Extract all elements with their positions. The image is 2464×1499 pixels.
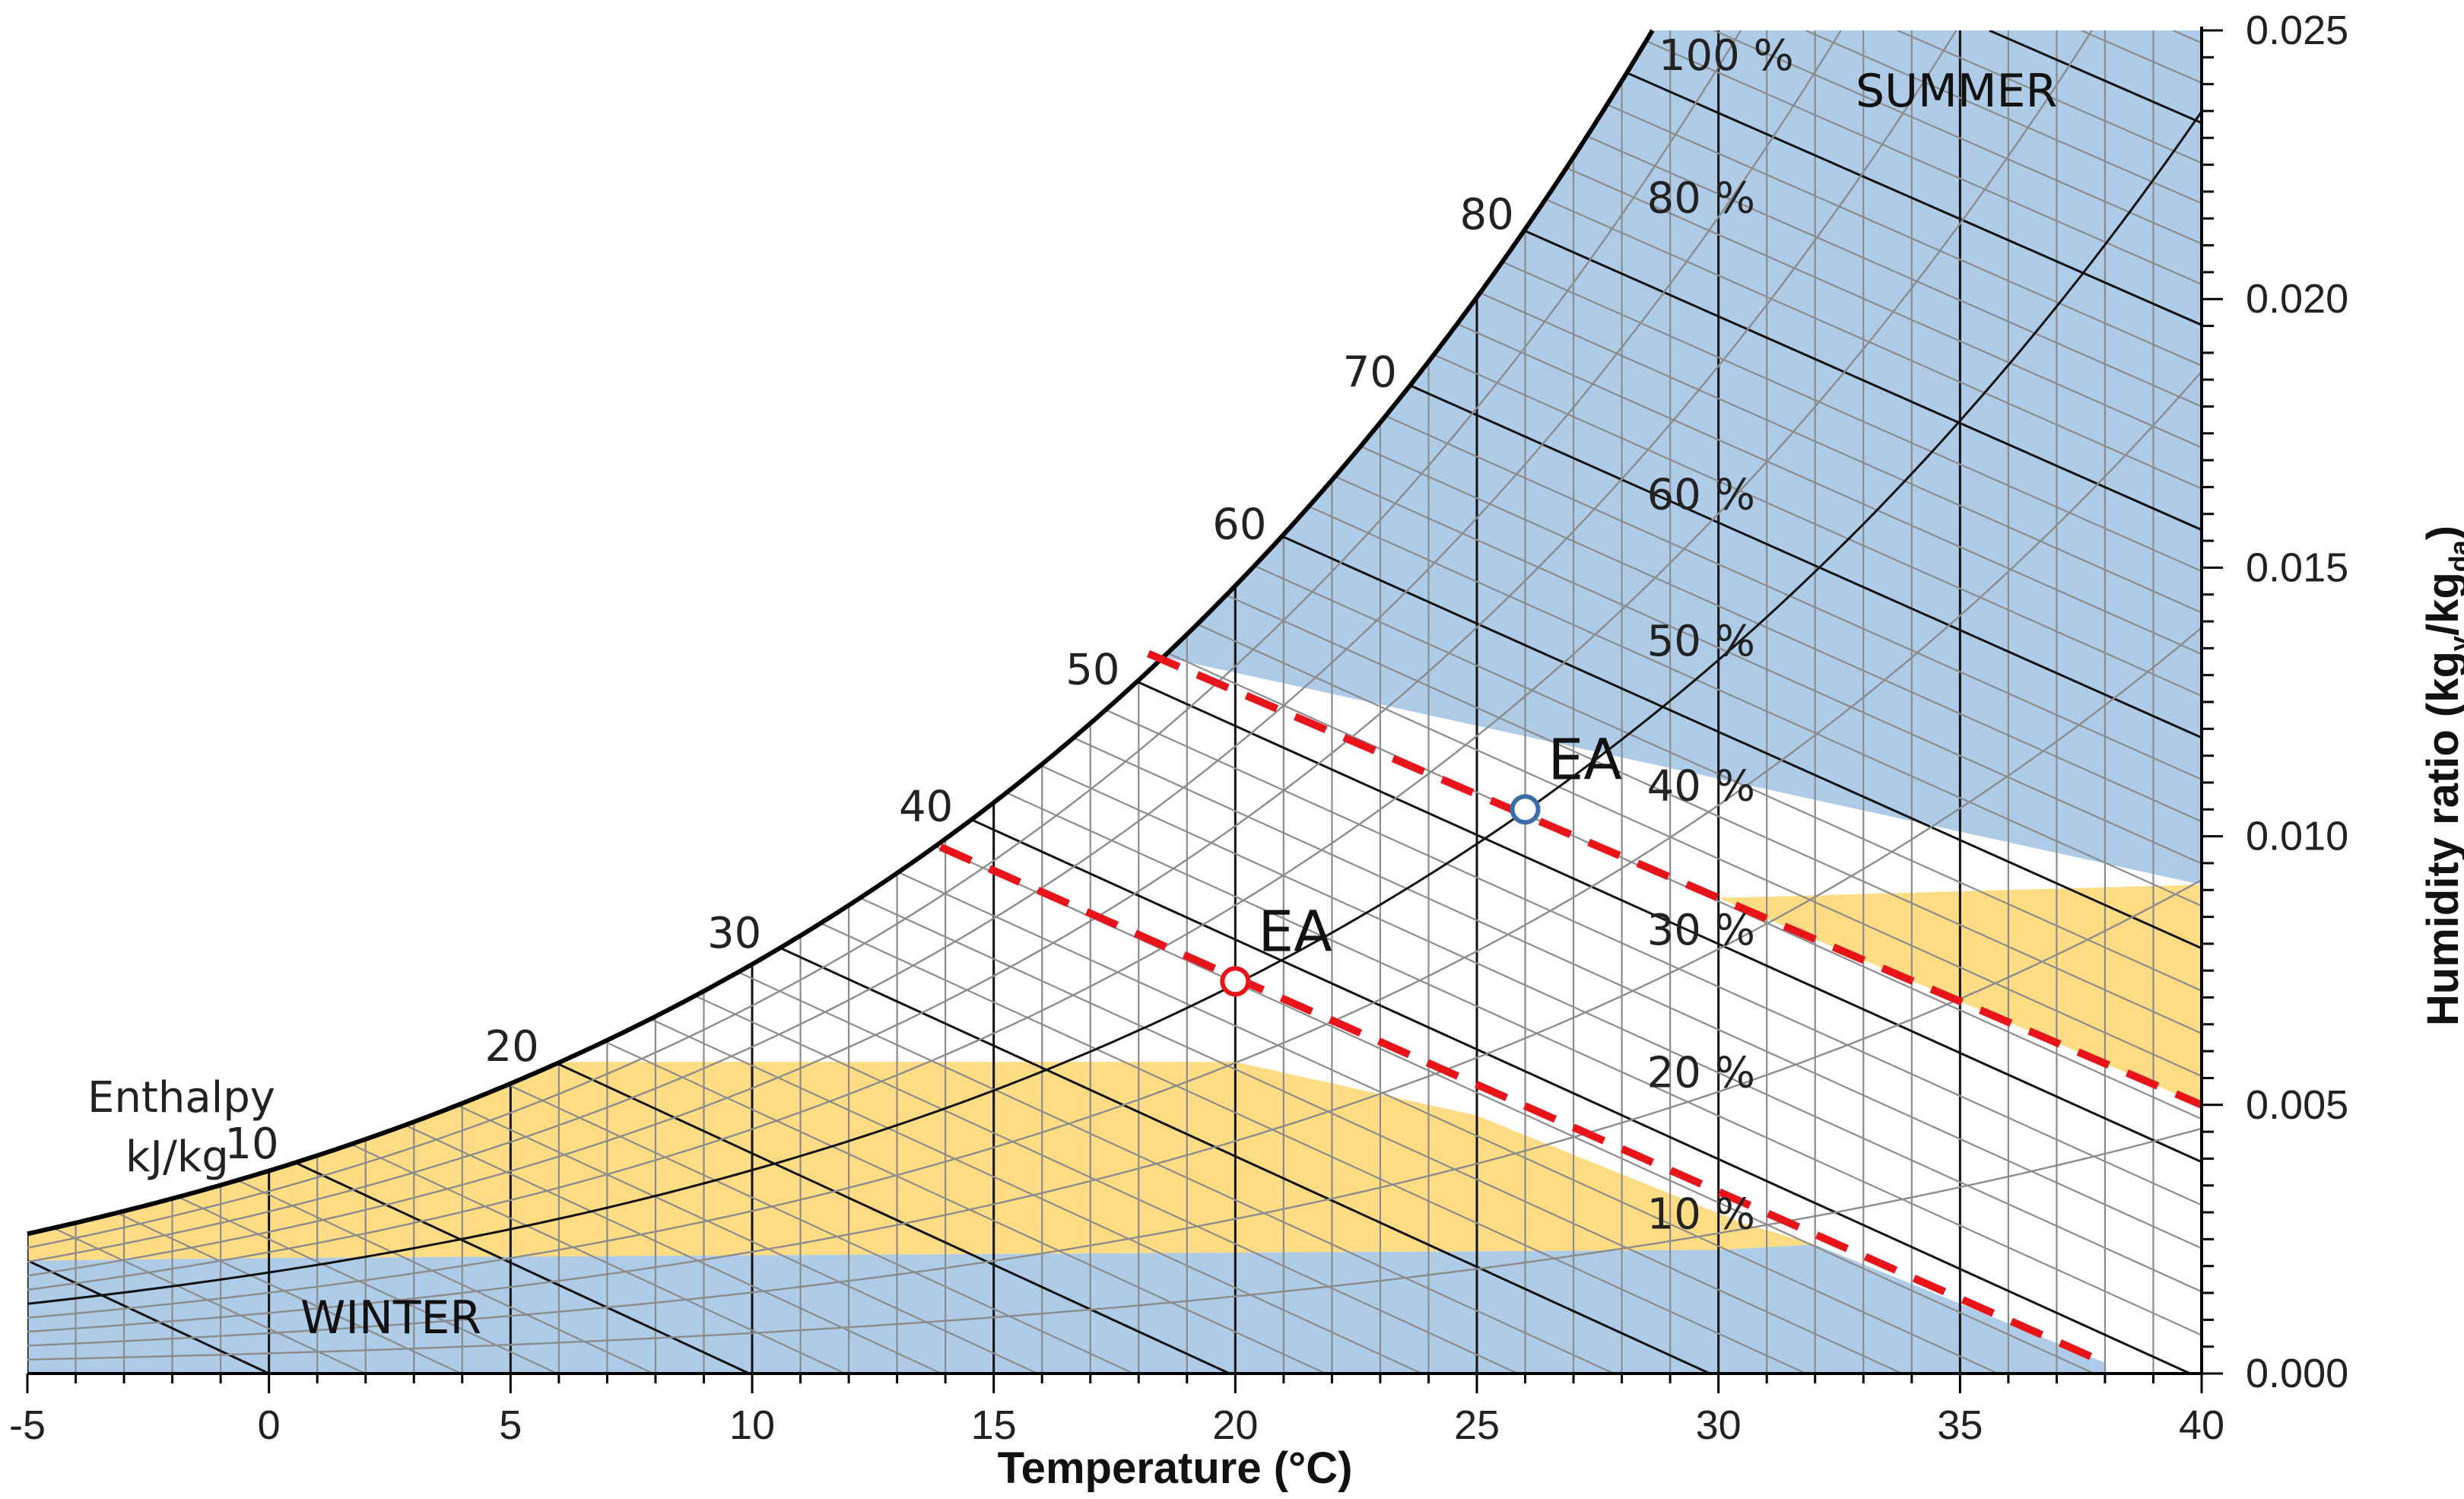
rh-label: 80 % (1647, 173, 1755, 223)
enthalpy-label: 20 (485, 1022, 539, 1072)
rh-curve (27, 1127, 2202, 1361)
rh-curve (27, 110, 2202, 1305)
enthalpy-line (27, 30, 1422, 1374)
rh-curve (27, 627, 2202, 1333)
enthalpy-unit: kJ/kg (125, 1132, 229, 1182)
y-tick-label: 0.025 (2246, 8, 2348, 53)
summer-region (1148, 30, 2202, 885)
state-point-label: EA (1258, 899, 1332, 964)
y-axis-title-end: ) (2418, 526, 2464, 540)
rh-curve (27, 30, 2202, 1277)
y-axis-title-mid: /kg (2418, 572, 2464, 636)
enthalpy-title: Enthalpy (87, 1073, 275, 1123)
state-point-marker (1510, 794, 1541, 825)
rh-label: 100 % (1659, 31, 1794, 81)
enthalpy-line (27, 30, 1230, 1374)
rh-curve (27, 30, 2202, 1249)
y-axis-title-sub-da: da (2443, 539, 2464, 572)
rh-label: 60 % (1647, 470, 1755, 519)
enthalpy-label: 50 (1065, 646, 1119, 695)
winter-label: WINTER (300, 1291, 481, 1345)
y-tick-label: 0.015 (2246, 545, 2348, 590)
y-tick-label: 0.010 (2246, 814, 2348, 859)
rh-label: 40 % (1647, 762, 1755, 811)
x-tick-label: 5 (499, 1402, 522, 1448)
state-point-label: EA (1548, 727, 1623, 792)
dashed-line (1147, 649, 2203, 1109)
rh-curve (27, 30, 2202, 1291)
enthalpy-label: 10 (224, 1119, 278, 1169)
x-tick-label: 25 (1454, 1402, 1500, 1448)
y-tick-label: 0.005 (2246, 1082, 2348, 1128)
x-tick-label: 0 (258, 1402, 281, 1448)
enthalpy-label: 30 (707, 909, 761, 958)
y-axis-title: Humidity ratio (kgv/kgda) (2418, 526, 2464, 1026)
enthalpy-line (27, 30, 1134, 1374)
enthalpy-line (1621, 30, 2202, 1374)
rh-label: 10 % (1647, 1190, 1755, 1240)
enthalpy-line (1438, 30, 2202, 1374)
x-tick-label: 40 (2179, 1402, 2224, 1448)
axes (26, 27, 2223, 1393)
x-tick-label: 35 (1937, 1402, 1983, 1448)
summer-label: SUMMER (1856, 65, 2057, 118)
enthalpy-line (1254, 30, 2202, 1374)
chart-labels: -5 0 5 10 15 20 25 30 35 40 0.000 0.005 0.010 0.015 0.… (9, 8, 2348, 1448)
y-axis-title-main: Humidity ratio (kg (2418, 651, 2464, 1026)
x-axis-title: Temperature (°C) (998, 1443, 1353, 1493)
x-tick-label: -5 (9, 1402, 46, 1448)
dashed-lines (938, 649, 2203, 1367)
yellow-upper-band (1148, 653, 2202, 1105)
enthalpy-label: 70 (1343, 348, 1397, 397)
enthalpy-label: 40 (899, 783, 953, 832)
rh-label: 20 % (1647, 1048, 1755, 1097)
enthalpy-line (1162, 30, 2202, 1374)
y-tick-label: 0.000 (2246, 1351, 2348, 1396)
rh-label: 30 % (1647, 906, 1755, 955)
y-tick-label: 0.020 (2246, 276, 2348, 322)
yellow-lower-band (27, 1062, 1815, 1261)
enthalpy-line (27, 30, 846, 1374)
winter-region (27, 1244, 2105, 1374)
enthalpy-label: 60 (1212, 500, 1266, 549)
x-tick-label: 15 (971, 1402, 1017, 1448)
enthalpy-label: 80 (1460, 190, 1514, 240)
enthalpy-line (1346, 30, 2202, 1374)
x-tick-label: 30 (1696, 1402, 1742, 1448)
rh-curve (27, 370, 2202, 1319)
x-tick-label: 20 (1212, 1402, 1258, 1448)
saturation-curve (27, 29, 1655, 1237)
state-point-marker (1220, 966, 1251, 997)
enthalpy-line (1529, 30, 2202, 1374)
rh-curve (27, 30, 2202, 1263)
state-points: EA EA (1220, 727, 1623, 997)
y-axis-title-sub-v: v (2443, 636, 2464, 651)
enthalpy-line (27, 30, 1326, 1374)
rh-label: 50 % (1647, 617, 1755, 666)
enthalpy-line (27, 30, 1038, 1374)
enthalpy-line (1070, 30, 2202, 1374)
enthalpy-line (27, 30, 942, 1374)
rh-curve (27, 878, 2202, 1347)
x-tick-label: 10 (729, 1402, 775, 1448)
